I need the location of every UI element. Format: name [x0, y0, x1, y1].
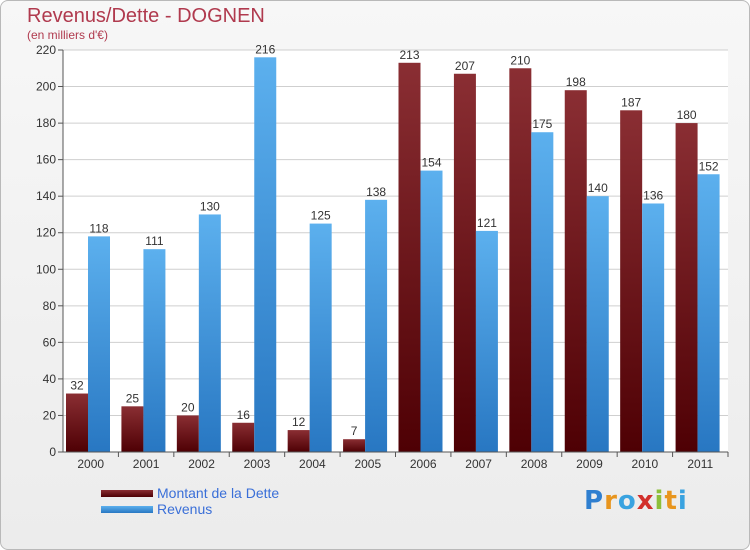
- data-label-debt: 32: [70, 379, 84, 393]
- legend-swatch-revenus: [101, 506, 153, 513]
- x-tick-label: 2007: [465, 457, 492, 471]
- bar-debt: [453, 73, 476, 452]
- bar-debt: [564, 90, 587, 452]
- bar-revenus: [420, 170, 443, 452]
- bar-revenus: [586, 196, 609, 452]
- bar-revenus: [642, 203, 665, 452]
- x-tick-label: 2001: [133, 457, 160, 471]
- y-tick-label: 40: [43, 372, 57, 386]
- y-tick-label: 220: [36, 43, 56, 57]
- x-tick-label: 2008: [521, 457, 548, 471]
- data-label-revenus: 111: [145, 234, 164, 248]
- bar-debt: [675, 123, 698, 452]
- data-label-debt: 16: [237, 408, 251, 422]
- bar-debt: [176, 415, 199, 452]
- proxiti-logo: Proxiti: [584, 486, 688, 516]
- x-tick-label: 2011: [687, 457, 713, 471]
- data-label-debt: 25: [126, 391, 140, 405]
- bar-debt: [398, 62, 421, 453]
- bar-debt: [287, 430, 310, 452]
- bar-revenus: [309, 223, 332, 452]
- y-tick-label: 140: [36, 189, 56, 203]
- y-tick-label: 100: [36, 262, 56, 276]
- bar-debt: [343, 439, 366, 452]
- y-tick-label: 60: [43, 335, 57, 349]
- data-label-debt: 198: [566, 75, 586, 89]
- bar-debt: [620, 110, 643, 453]
- data-label-revenus: 152: [699, 159, 719, 173]
- x-tick-label: 2004: [299, 457, 326, 471]
- bars: 32 118 25 111 20 130 16 216 12 125 7 138 213 154 207 12…: [66, 42, 720, 453]
- data-label-revenus: 125: [311, 209, 331, 223]
- data-label-revenus: 118: [89, 221, 108, 235]
- data-label-debt: 210: [510, 53, 530, 67]
- y-tick-label: 160: [36, 153, 56, 167]
- data-label-revenus: 140: [588, 181, 608, 195]
- y-tick-label: 200: [36, 80, 56, 94]
- plot-area: [63, 50, 728, 452]
- data-label-revenus: 154: [421, 156, 441, 170]
- y-tick-label: 180: [36, 116, 56, 130]
- bar-revenus: [697, 174, 720, 452]
- legend-label-revenus: Revenus: [157, 501, 213, 517]
- data-label-debt: 12: [292, 415, 306, 429]
- x-tick-label: 2010: [632, 457, 659, 471]
- bar-revenus: [475, 230, 498, 452]
- data-label-debt: 187: [621, 95, 641, 109]
- x-tick-label: 2005: [354, 457, 381, 471]
- x-tick-label: 2003: [244, 457, 271, 471]
- bar-debt: [509, 68, 532, 452]
- legend-swatch-debt: [101, 490, 153, 497]
- y-tick-label: 80: [43, 299, 57, 313]
- bar-debt: [232, 422, 255, 452]
- gridlines: [63, 49, 728, 453]
- y-tick-label: 120: [36, 226, 56, 240]
- data-label-debt: 213: [399, 48, 419, 62]
- chart-title: Revenus/Dette - DOGNEN: [27, 5, 265, 27]
- chart-subtitle: (en milliers d'€): [27, 28, 108, 42]
- data-label-revenus: 216: [255, 42, 275, 56]
- bar-revenus: [88, 236, 110, 452]
- bar-revenus: [254, 57, 277, 453]
- data-label-revenus: 138: [366, 185, 386, 199]
- x-tick-label: 2006: [410, 457, 437, 471]
- legend-label-debt: Montant de la Dette: [157, 485, 280, 501]
- y-tick-label: 0: [49, 445, 56, 459]
- bar-revenus: [365, 199, 388, 452]
- bar-revenus: [531, 132, 554, 452]
- data-label-debt: 7: [351, 424, 358, 438]
- data-label-debt: 180: [677, 108, 697, 122]
- data-label-debt: 207: [455, 59, 475, 73]
- data-label-revenus: 121: [477, 216, 497, 230]
- bar-debt: [121, 406, 144, 452]
- y-tick-label: 20: [43, 408, 57, 422]
- x-tick-label: 2000: [77, 457, 104, 471]
- bar-revenus: [143, 249, 166, 452]
- bar-revenus: [198, 214, 221, 452]
- data-label-debt: 20: [181, 400, 195, 414]
- x-tick-label: 2009: [576, 457, 603, 471]
- data-label-revenus: 136: [643, 188, 663, 202]
- bar-debt: [66, 393, 88, 452]
- x-tick-label: 2002: [188, 457, 215, 471]
- data-label-revenus: 130: [200, 199, 220, 213]
- data-label-revenus: 175: [532, 117, 552, 131]
